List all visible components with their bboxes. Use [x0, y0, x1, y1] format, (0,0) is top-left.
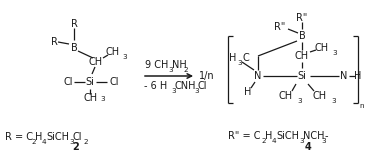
- Text: 9 CH: 9 CH: [145, 60, 169, 70]
- Text: R" = C: R" = C: [228, 131, 261, 141]
- Text: 3: 3: [100, 96, 105, 102]
- Text: 4: 4: [305, 142, 311, 152]
- Text: n: n: [359, 103, 363, 109]
- Text: B: B: [71, 43, 77, 53]
- Text: Si: Si: [298, 71, 307, 81]
- Text: 2: 2: [183, 67, 188, 73]
- Text: -: -: [325, 131, 328, 141]
- Text: CH: CH: [279, 91, 293, 101]
- Text: 3: 3: [171, 88, 176, 94]
- Text: NCH: NCH: [303, 131, 325, 141]
- Text: 3: 3: [332, 50, 337, 56]
- Text: H: H: [244, 87, 252, 97]
- Text: CH: CH: [313, 91, 327, 101]
- Text: 3: 3: [331, 98, 336, 104]
- Text: R: R: [71, 19, 78, 29]
- Text: C: C: [243, 53, 250, 63]
- Text: CH: CH: [315, 43, 329, 53]
- Text: 3: 3: [299, 138, 304, 144]
- Text: 3: 3: [168, 67, 172, 73]
- Text: CNH: CNH: [175, 81, 196, 91]
- Text: H: H: [229, 53, 236, 63]
- Text: Cl: Cl: [198, 81, 207, 91]
- Text: SiCH: SiCH: [46, 132, 69, 142]
- Text: CH: CH: [106, 47, 120, 57]
- Text: 4: 4: [272, 138, 277, 144]
- Text: Si: Si: [85, 77, 94, 87]
- Text: NH: NH: [172, 60, 187, 70]
- Text: - 6 H: - 6 H: [144, 81, 167, 91]
- Text: 3: 3: [321, 138, 326, 144]
- Text: R": R": [296, 13, 308, 23]
- Text: 3: 3: [237, 60, 241, 66]
- Text: R = C: R = C: [5, 132, 33, 142]
- Text: 3: 3: [297, 98, 301, 104]
- Text: Cl: Cl: [73, 132, 82, 142]
- Text: 3: 3: [69, 139, 74, 145]
- Text: SiCH: SiCH: [276, 131, 299, 141]
- Text: 2: 2: [31, 139, 36, 145]
- Text: CH: CH: [295, 51, 309, 61]
- Text: R": R": [274, 22, 286, 32]
- Text: 2: 2: [261, 138, 266, 144]
- Text: B: B: [299, 31, 305, 41]
- Text: R: R: [51, 37, 58, 47]
- Text: Cl: Cl: [63, 77, 73, 87]
- Text: H: H: [35, 132, 42, 142]
- Text: 4: 4: [42, 139, 47, 145]
- Text: H: H: [354, 71, 362, 81]
- Text: 2: 2: [73, 142, 79, 152]
- Text: 3: 3: [122, 54, 127, 60]
- Text: 2: 2: [83, 139, 88, 145]
- Text: 1/n: 1/n: [199, 71, 215, 81]
- Text: N: N: [340, 71, 348, 81]
- Text: Cl: Cl: [109, 77, 119, 87]
- Text: 3: 3: [194, 88, 199, 94]
- Text: CH: CH: [84, 93, 98, 103]
- Text: H: H: [265, 131, 272, 141]
- Text: N: N: [254, 71, 262, 81]
- Text: CH: CH: [89, 57, 103, 67]
